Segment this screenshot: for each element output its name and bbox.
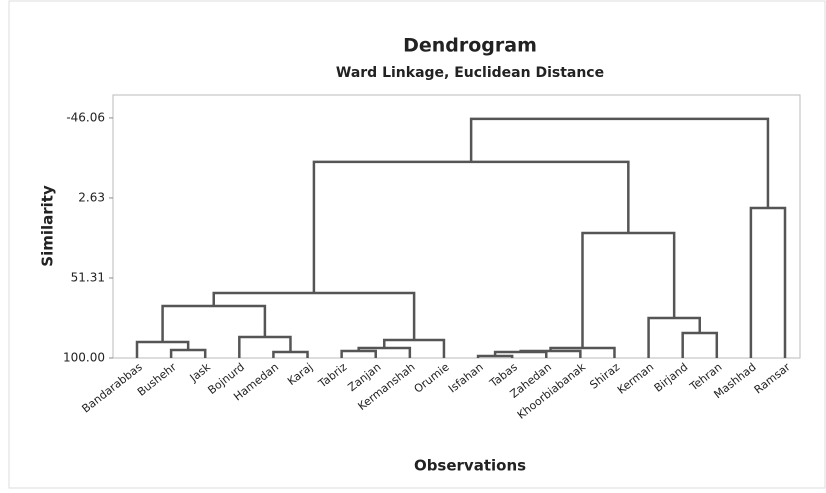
plot-frame — [112, 94, 801, 359]
x-axis-label: Observations — [414, 457, 526, 475]
dendrogram-link — [135, 340, 190, 358]
dendrogram-link — [340, 349, 377, 358]
chart-subtitle: Ward Linkage, Euclidean Distance — [336, 65, 604, 81]
dendrogram-link — [581, 231, 676, 348]
y-tick-label: 2.63 — [78, 190, 105, 204]
chart-title: Dendrogram — [403, 35, 537, 57]
y-tick-label: 51.31 — [71, 270, 105, 284]
y-tick-label: -46.06 — [66, 110, 105, 124]
y-tick-label: 100.00 — [63, 351, 105, 365]
dendrogram-link — [681, 331, 719, 358]
dendrogram-link — [476, 354, 514, 358]
chart-frame — [8, 0, 826, 489]
dendrogram-link — [357, 346, 412, 358]
dendrogram-link — [383, 338, 446, 358]
dendrogram-link — [238, 335, 292, 358]
y-axis-label: Similarity — [39, 185, 57, 267]
dendrogram-link — [519, 349, 582, 358]
dendrogram-link — [469, 117, 770, 208]
dendrogram-link — [169, 348, 207, 358]
dendrogram-link — [549, 346, 616, 358]
